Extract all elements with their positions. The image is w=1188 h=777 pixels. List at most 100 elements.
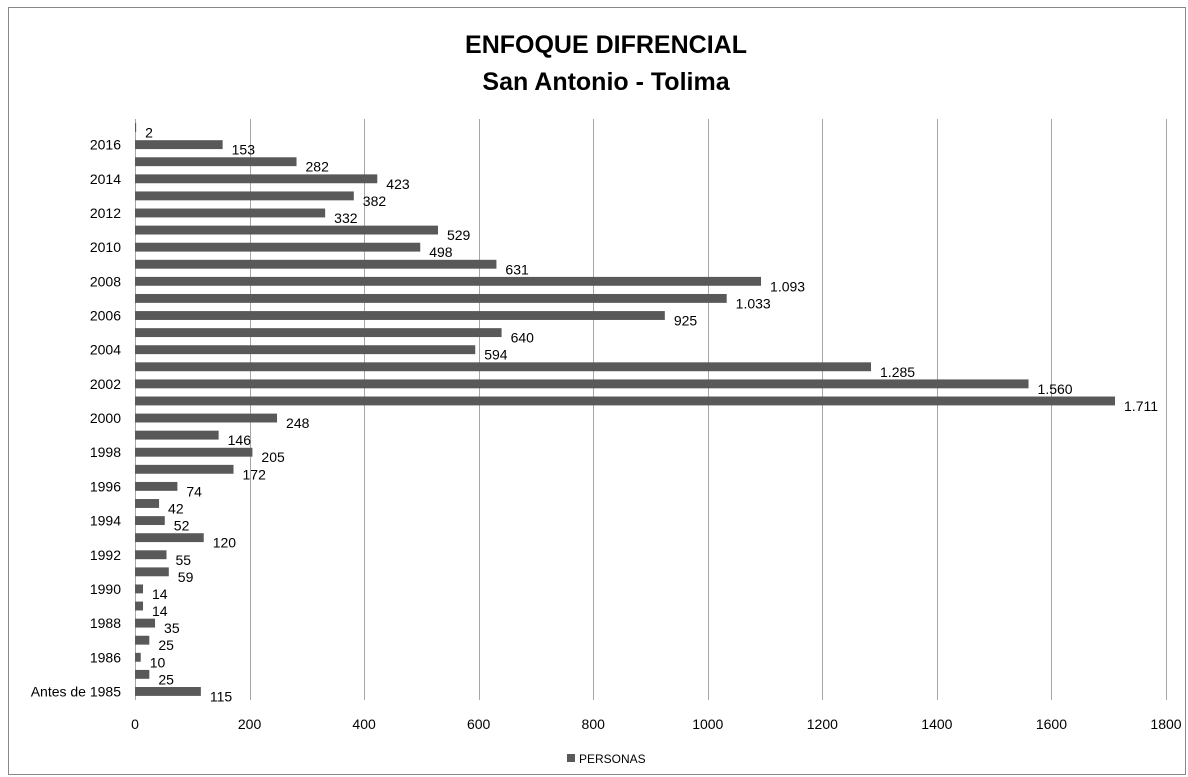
bar bbox=[135, 157, 297, 167]
data-label: 42 bbox=[168, 500, 184, 516]
y-tick-label: 1988 bbox=[90, 615, 121, 631]
data-label: 74 bbox=[186, 483, 202, 499]
x-tick-label: 800 bbox=[582, 716, 606, 732]
bar bbox=[135, 516, 165, 526]
bar-chart: ENFOQUE DIFRENCIAL San Antonio - Tolima … bbox=[31, 31, 1182, 766]
y-tick-label: 2016 bbox=[90, 137, 121, 153]
y-tick-label: 1990 bbox=[90, 581, 121, 597]
bar bbox=[135, 328, 502, 338]
bar bbox=[135, 533, 204, 543]
data-label: 282 bbox=[306, 159, 330, 175]
bar bbox=[135, 430, 219, 440]
x-tick-label: 1200 bbox=[807, 716, 838, 732]
y-tick-label: 2010 bbox=[90, 239, 121, 255]
y-axis-tick-labels: Antes de 1985 1986 1988 1990 1992 1994 1996 199… bbox=[31, 137, 122, 700]
bar bbox=[135, 413, 278, 423]
y-tick-label: 2006 bbox=[90, 308, 121, 324]
data-label: 1.711 bbox=[1124, 398, 1158, 414]
bar bbox=[135, 396, 1116, 406]
data-label: 14 bbox=[152, 586, 168, 602]
bar bbox=[135, 464, 234, 474]
x-tick-label: 1000 bbox=[692, 716, 723, 732]
y-tick-label: Antes de 1985 bbox=[31, 683, 122, 699]
y-tick-label: 1998 bbox=[90, 444, 121, 460]
data-label: 925 bbox=[674, 313, 698, 329]
data-label: 14 bbox=[152, 603, 168, 619]
y-tick-label: 2014 bbox=[90, 171, 121, 187]
y-tick-label: 2000 bbox=[90, 410, 121, 426]
bar bbox=[135, 601, 144, 611]
bar bbox=[135, 140, 223, 150]
x-tick-label: 400 bbox=[352, 716, 376, 732]
y-tick-label: 1994 bbox=[90, 513, 121, 529]
bar bbox=[135, 550, 167, 560]
bar bbox=[135, 687, 201, 696]
data-label: 529 bbox=[447, 227, 471, 243]
x-tick-label: 600 bbox=[467, 716, 491, 732]
bar bbox=[135, 123, 137, 132]
bar bbox=[135, 293, 727, 303]
bar bbox=[135, 379, 1029, 389]
data-label: 248 bbox=[286, 415, 310, 431]
data-label: 52 bbox=[174, 518, 190, 534]
bar bbox=[135, 362, 872, 372]
bar bbox=[135, 618, 156, 628]
data-label: 172 bbox=[243, 466, 267, 482]
data-label: 498 bbox=[429, 244, 453, 260]
data-labels: 1152510253514145955120524274172205146248… bbox=[145, 125, 1158, 705]
bar bbox=[135, 276, 762, 286]
bar bbox=[135, 174, 378, 184]
bar bbox=[135, 259, 497, 269]
data-label: 153 bbox=[232, 142, 256, 158]
bar bbox=[135, 567, 169, 577]
data-label: 382 bbox=[363, 193, 387, 209]
data-label: 115 bbox=[210, 688, 233, 704]
data-label: 120 bbox=[213, 535, 237, 551]
gridlines bbox=[135, 119, 1167, 700]
data-label: 332 bbox=[334, 210, 358, 226]
bar bbox=[135, 499, 160, 508]
bar bbox=[135, 584, 144, 594]
bar bbox=[135, 669, 150, 679]
bars bbox=[135, 123, 1116, 696]
data-label: 631 bbox=[505, 261, 529, 277]
data-label: 1.285 bbox=[880, 364, 915, 380]
bar bbox=[135, 447, 253, 457]
data-label: 35 bbox=[164, 620, 180, 636]
x-axis-tick-labels: 0 200 400 600 800 1000 1200 1400 1600 1800 bbox=[131, 716, 1182, 732]
legend-label: PERSONAS bbox=[579, 752, 646, 766]
data-label: 423 bbox=[386, 176, 410, 192]
data-label: 25 bbox=[158, 671, 174, 687]
chart-title: ENFOQUE DIFRENCIAL bbox=[465, 31, 747, 59]
x-tick-label: 1800 bbox=[1150, 716, 1181, 732]
data-label: 594 bbox=[484, 347, 508, 363]
data-label: 59 bbox=[178, 569, 194, 585]
bar bbox=[135, 208, 326, 218]
bar bbox=[135, 311, 665, 320]
x-tick-label: 1600 bbox=[1036, 716, 1067, 732]
x-tick-label: 0 bbox=[131, 716, 139, 732]
chart-subtitle: San Antonio - Tolima bbox=[482, 68, 730, 96]
legend: PERSONAS bbox=[567, 752, 646, 766]
data-label: 10 bbox=[150, 654, 166, 670]
bar bbox=[135, 635, 150, 645]
data-label: 25 bbox=[158, 637, 174, 653]
data-label: 2 bbox=[145, 125, 153, 141]
x-tick-label: 200 bbox=[238, 716, 262, 732]
y-tick-label: 1996 bbox=[90, 478, 121, 494]
y-tick-label: 2004 bbox=[90, 342, 121, 358]
bar bbox=[135, 242, 421, 252]
y-tick-label: 2008 bbox=[90, 273, 121, 289]
bar bbox=[135, 481, 178, 491]
data-label: 640 bbox=[511, 330, 535, 346]
x-tick-label: 1400 bbox=[921, 716, 952, 732]
data-label: 205 bbox=[261, 449, 285, 465]
data-label: 146 bbox=[228, 432, 252, 448]
bar bbox=[135, 652, 141, 662]
bar bbox=[135, 191, 354, 201]
y-tick-label: 1986 bbox=[90, 649, 121, 665]
data-label: 1.560 bbox=[1038, 381, 1073, 397]
bar bbox=[135, 225, 438, 235]
data-label: 55 bbox=[176, 552, 192, 568]
data-label: 1.033 bbox=[736, 295, 771, 311]
